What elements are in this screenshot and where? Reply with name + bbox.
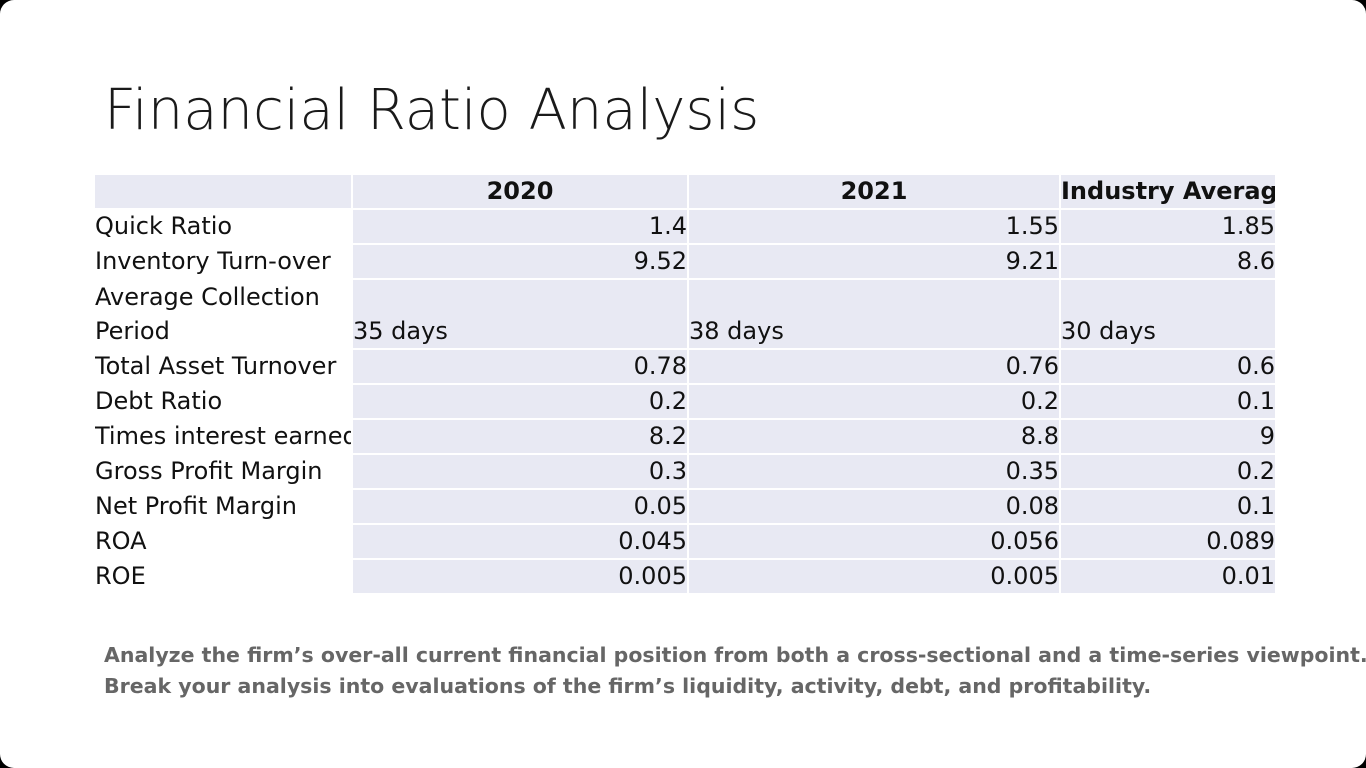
row-label: Gross Profit Margin: [95, 455, 351, 488]
row-label: Inventory Turn-over: [95, 245, 351, 278]
instructions-line: Analyze the firm’s over-all current fina…: [104, 643, 1366, 667]
cell-2021: 0.35: [689, 455, 1059, 488]
cell-2021: 9.21: [689, 245, 1059, 278]
ratio-table: 2020 2021 Industry Average Quick Ratio 1…: [95, 175, 1275, 593]
cell-2020: 8.2: [353, 420, 687, 453]
cell-industry: 9: [1061, 420, 1275, 453]
cell-2020: 0.045: [353, 525, 687, 558]
row-label: Times interest earned: [95, 420, 351, 453]
cell-2021: 0.76: [689, 350, 1059, 383]
row-label: ROA: [95, 525, 351, 558]
row-label: Total Asset Turnover: [95, 350, 351, 383]
header-2020: 2020: [353, 175, 687, 208]
cell-2020: 9.52: [353, 245, 687, 278]
cell-2020: 0.2: [353, 385, 687, 418]
cell-industry: 0.6: [1061, 350, 1275, 383]
row-label: Net Profit Margin: [95, 490, 351, 523]
cell-2021: 0.08: [689, 490, 1059, 523]
cell-2020: 1.4: [353, 210, 687, 243]
row-label: Average Collection Period: [95, 280, 351, 348]
cell-2020: 35 days: [353, 280, 687, 348]
cell-2021: 0.2: [689, 385, 1059, 418]
row-label: ROE: [95, 560, 351, 593]
cell-2021: 0.005: [689, 560, 1059, 593]
cell-2021: 0.056: [689, 525, 1059, 558]
cell-industry: 0.01: [1061, 560, 1275, 593]
row-label: Debt Ratio: [95, 385, 351, 418]
cell-industry: 0.2: [1061, 455, 1275, 488]
cell-2020: 0.78: [353, 350, 687, 383]
cell-2021: 1.55: [689, 210, 1059, 243]
cell-2020: 0.05: [353, 490, 687, 523]
row-label: Quick Ratio: [95, 210, 351, 243]
instructions-text: Analyze the firm’s over-all current fina…: [104, 640, 1366, 702]
cell-industry: 1.85: [1061, 210, 1275, 243]
cell-industry: 0.1: [1061, 385, 1275, 418]
slide-title: Financial Ratio Analysis: [104, 78, 760, 143]
table-corner-cell: [95, 175, 351, 208]
cell-industry: 0.1: [1061, 490, 1275, 523]
cell-2021: 38 days: [689, 280, 1059, 348]
header-2021: 2021: [689, 175, 1059, 208]
header-industry-average: Industry Average: [1061, 175, 1275, 208]
cell-industry: 8.6: [1061, 245, 1275, 278]
cell-2021: 8.8: [689, 420, 1059, 453]
cell-industry: 30 days: [1061, 280, 1275, 348]
cell-industry: 0.089: [1061, 525, 1275, 558]
cell-2020: 0.005: [353, 560, 687, 593]
cell-2020: 0.3: [353, 455, 687, 488]
instructions-line: Break your analysis into evaluations of …: [104, 674, 1152, 698]
